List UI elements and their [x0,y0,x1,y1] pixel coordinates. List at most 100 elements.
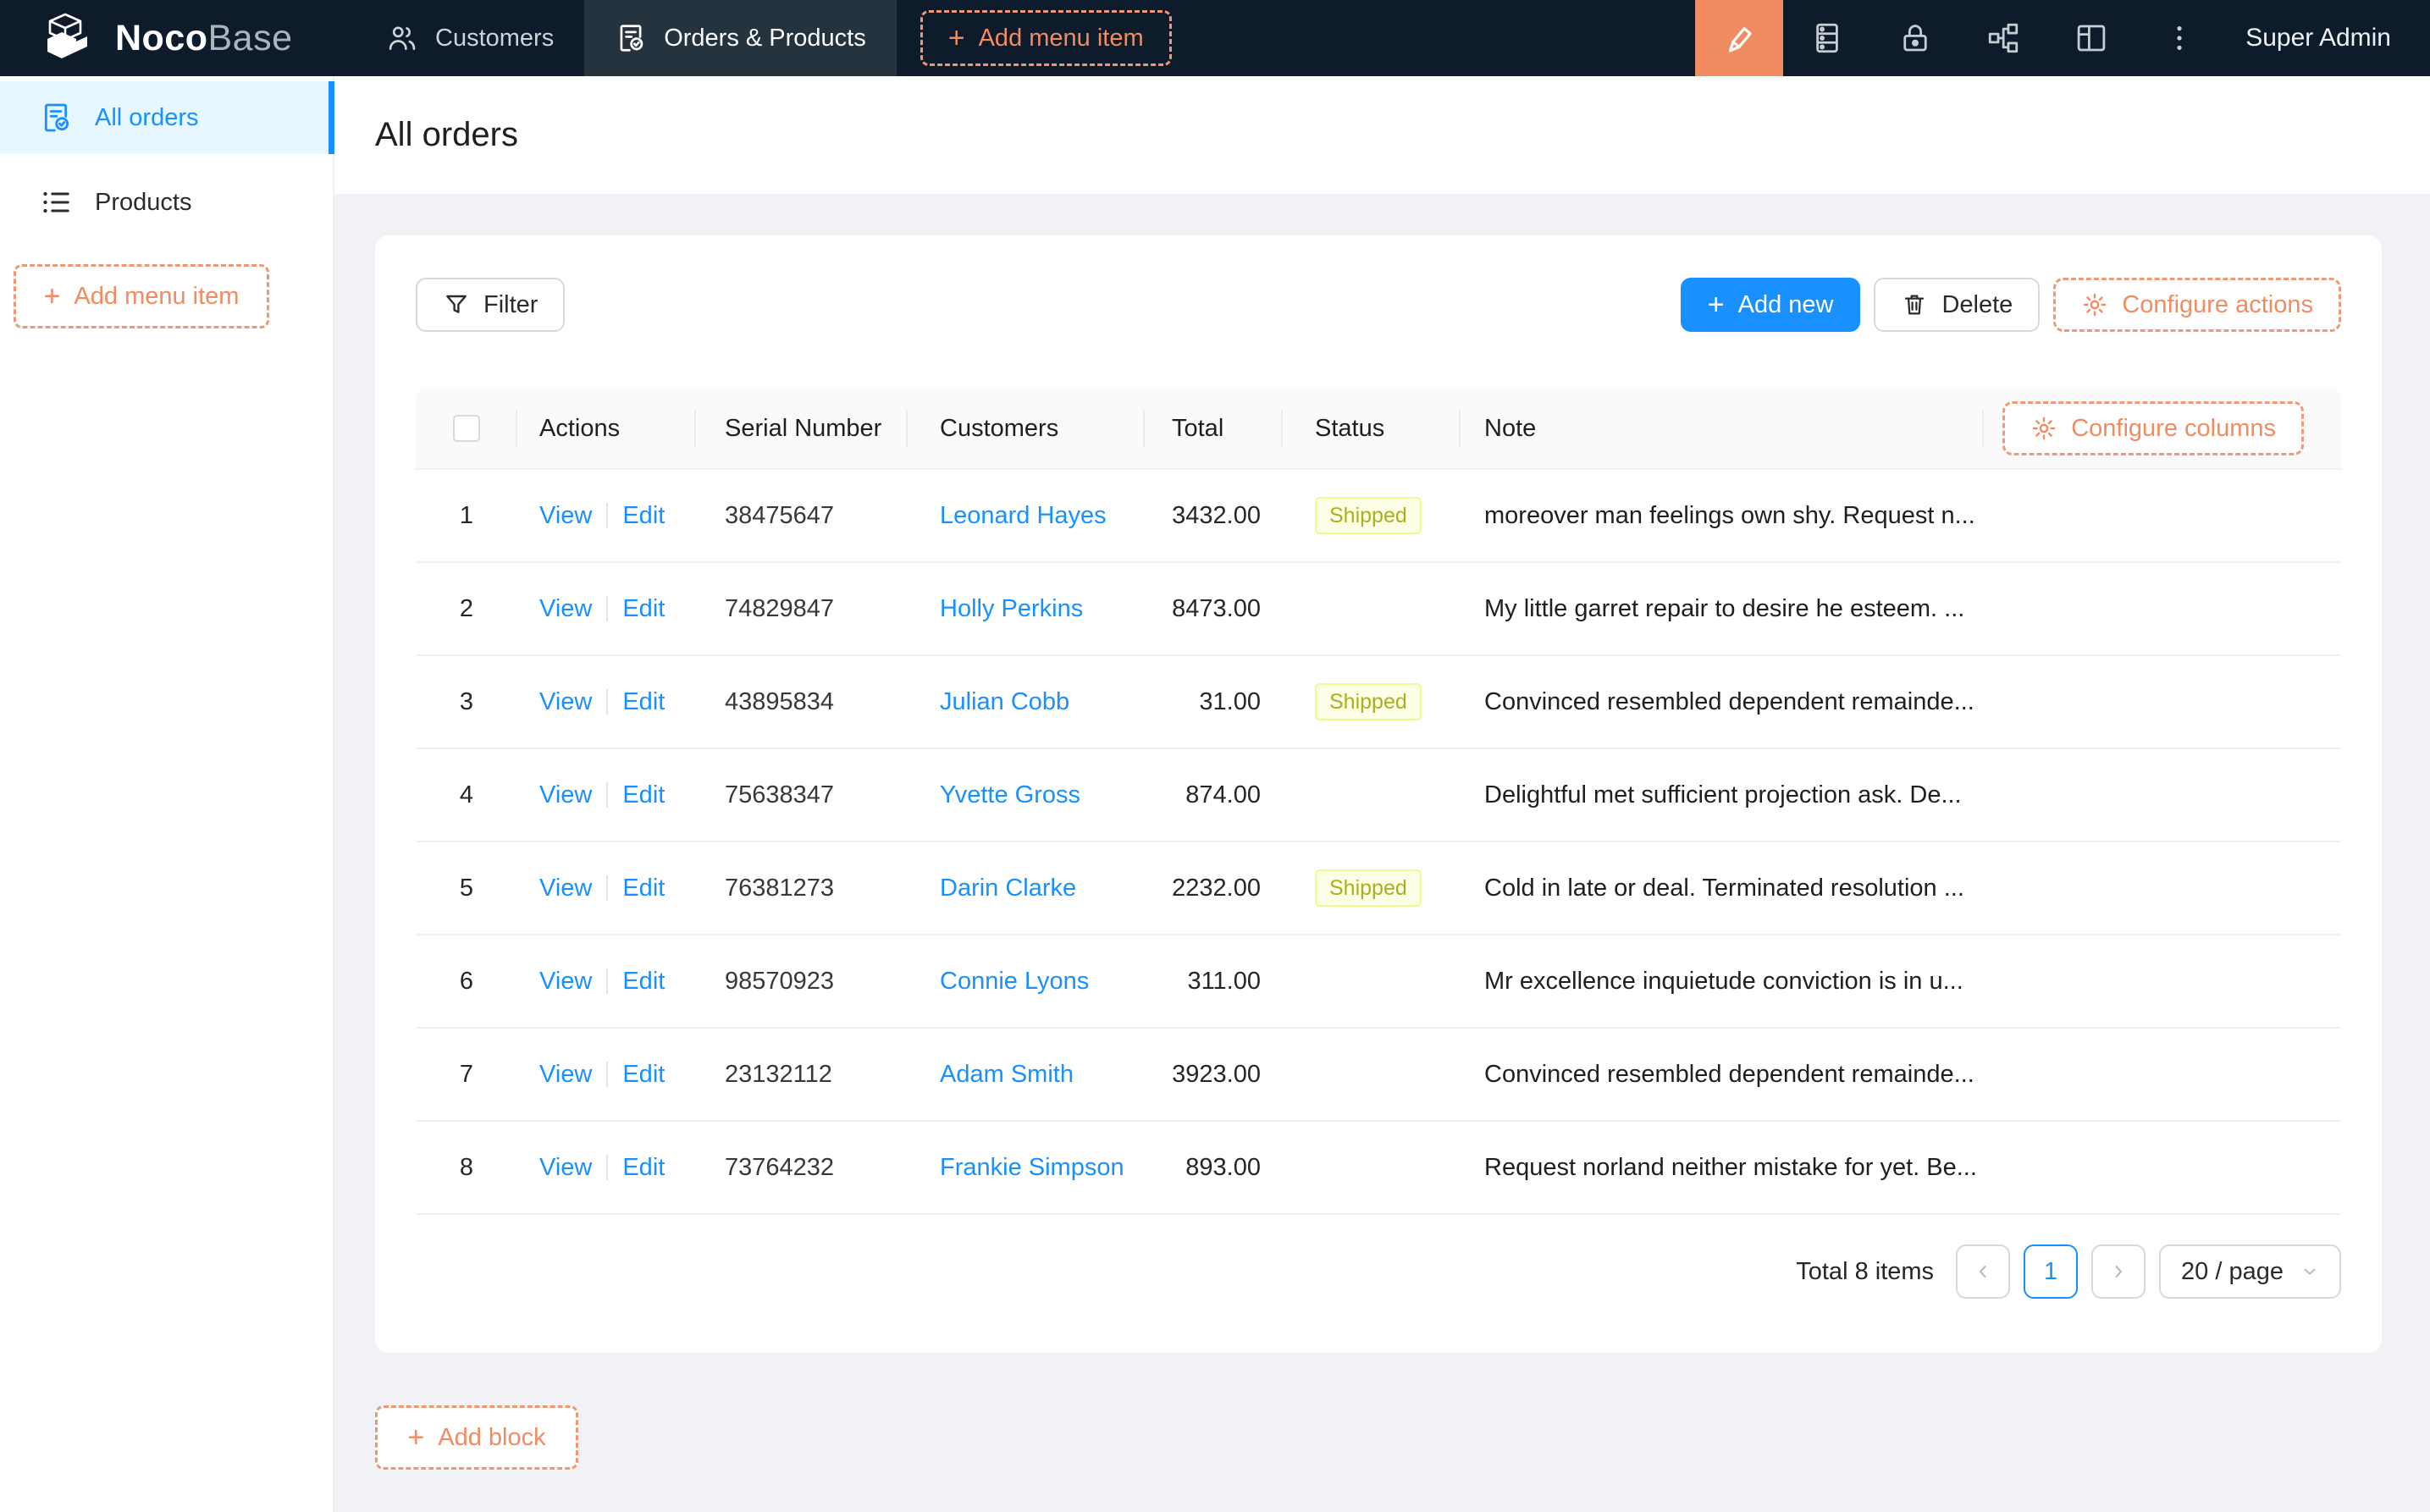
edit-link[interactable]: Edit [622,501,665,529]
edit-link[interactable]: Edit [622,687,665,715]
edit-link[interactable]: Edit [622,594,665,622]
gear-icon [2084,293,2107,317]
edit-link[interactable]: Edit [622,781,665,808]
table-row: 7 View Edit 23132112 Adam Smith 3923.00 … [416,1029,2341,1122]
customer-link[interactable]: Adam Smith [940,1060,1074,1088]
customer-link[interactable]: Yvette Gross [940,781,1081,808]
page-header: All orders [334,76,2430,194]
user-name: Super Admin [2245,24,2391,52]
row-index: 1 [459,501,474,529]
nav-add-menu-item-button[interactable]: + Add menu item [920,10,1172,66]
more-button[interactable] [2135,0,2223,76]
view-link[interactable]: View [539,501,593,529]
customer-link[interactable]: Holly Perkins [940,594,1084,622]
divider [606,503,609,528]
edit-link[interactable]: Edit [622,1153,665,1181]
select-all-checkbox[interactable] [453,415,480,442]
view-link[interactable]: View [539,1153,593,1181]
table-row: 6 View Edit 98570923 Connie Lyons 311.00… [416,935,2341,1029]
total-cell: 31.00 [1199,687,1261,715]
serial-number-cell: 74829847 [725,594,835,622]
configure-actions-label: Configure actions [2122,290,2313,318]
row-actions: View Edit [517,1029,696,1120]
table-row: 4 View Edit 75638347 Yvette Gross 874.00… [416,749,2341,842]
view-link[interactable]: View [539,1060,593,1088]
configure-actions-button[interactable]: Configure actions [2053,278,2341,332]
nav-item-label: Customers [435,24,555,52]
customer-link[interactable]: Leonard Hayes [940,501,1107,529]
view-link[interactable]: View [539,781,593,808]
customer-link[interactable]: Connie Lyons [940,967,1090,995]
workflow-button[interactable] [1959,0,2047,76]
more-vertical-icon [2177,26,2182,50]
sidebar-add-menu-item-button[interactable]: + Add menu item [14,264,269,328]
row-index: 6 [459,967,474,995]
add-new-button[interactable]: + Add new [1680,278,1861,332]
filter-button[interactable]: Filter [416,278,566,332]
status-cell [1283,749,1461,841]
view-link[interactable]: View [539,967,593,995]
pagination-next-button[interactable] [2091,1244,2146,1299]
customer-link[interactable]: Darin Clarke [940,874,1077,902]
serial-number-cell: 73764232 [725,1153,835,1181]
pagination-current-page: 1 [2043,1257,2058,1285]
row-index: 2 [459,594,474,622]
page-size-value: 20 / page [2181,1257,2284,1285]
sidebar-item-products[interactable]: Products [0,166,333,239]
add-block-button[interactable]: + Add block [375,1405,578,1470]
nav-menu: Customers Orders & Products + Add menu i… [356,0,1172,76]
edit-link[interactable]: Edit [622,1060,665,1088]
sidebar-item-label: Products [95,188,192,216]
navbar-right: Super Admin [1695,0,2430,76]
plus-icon: + [947,22,965,54]
navbar: NocoBase Customers Orders & Products + A… [0,0,2430,76]
edit-link[interactable]: Edit [622,967,665,995]
note-cell: Convinced resembled dependent remainde..… [1484,688,1974,715]
settings-center-button[interactable] [2047,0,2135,76]
note-cell: Delightful met sufficient projection ask… [1484,781,1962,808]
select-all-cell [416,389,517,468]
row-actions: View Edit [517,1122,696,1213]
nav-add-menu-item-label: Add menu item [978,24,1144,52]
divider [606,1062,609,1087]
customer-cell: Yvette Gross [908,749,1145,841]
user-menu[interactable]: Super Admin [2223,0,2430,76]
divider [606,782,609,808]
pagination-page-1[interactable]: 1 [2024,1244,2079,1299]
view-link[interactable]: View [539,594,593,622]
sidebar-item-all-orders[interactable]: All orders [0,81,334,154]
ui-editor-button[interactable] [1695,0,1784,76]
view-link[interactable]: View [539,687,593,715]
team-icon [389,26,416,51]
brand-name: NocoBase [115,17,293,58]
page-size-select[interactable]: 20 / page [2159,1244,2341,1299]
collections-button[interactable] [1783,0,1871,76]
nocobase-logo[interactable]: NocoBase [0,0,356,76]
customer-link[interactable]: Julian Cobb [940,687,1070,715]
note-cell: moreover man feelings own shy. Request n… [1484,502,1975,529]
delete-button[interactable]: Delete [1874,278,2041,332]
status-badge: Shipped [1315,869,1422,907]
nav-item-customers[interactable]: Customers [356,0,584,76]
row-actions: View Edit [517,749,696,841]
access-control-button[interactable] [1871,0,1959,76]
view-link[interactable]: View [539,874,593,902]
edit-link[interactable]: Edit [622,874,665,902]
nav-item-orders-products[interactable]: Orders & Products [584,0,897,76]
note-header-label: Note [1484,414,1537,442]
total-cell: 8473.00 [1172,594,1261,622]
nocobase-logo-icon [47,13,87,58]
divider [1982,410,1985,447]
pagination-prev-button[interactable] [1956,1244,2011,1299]
configure-columns-button[interactable]: Configure columns [2002,401,2304,455]
total-cell: 3923.00 [1172,1060,1261,1088]
status-cell [1283,563,1461,654]
total-cell: 893.00 [1185,1153,1261,1181]
customer-cell: Leonard Hayes [908,470,1145,561]
customer-link[interactable]: Frankie Simpson [940,1153,1124,1181]
serial-number-cell: 43895834 [725,687,835,715]
status-cell [1283,935,1461,1027]
note-cell: Convinced resembled dependent remainde..… [1484,1061,1974,1088]
gear-icon [2033,417,2056,440]
serial-number-cell: 75638347 [725,781,835,808]
